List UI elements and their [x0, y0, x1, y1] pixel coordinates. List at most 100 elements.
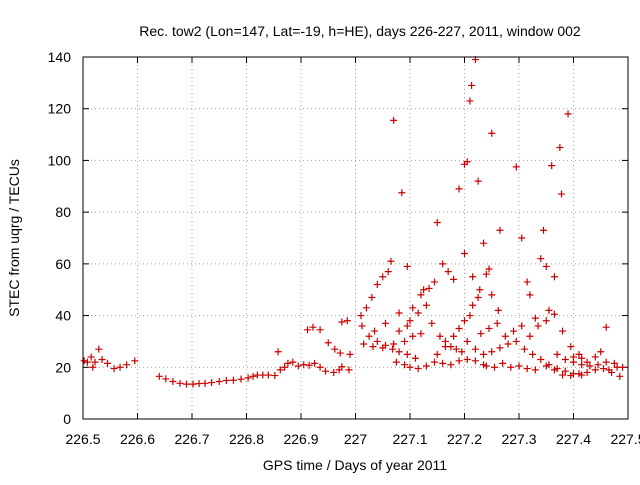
data-point [556, 144, 564, 151]
data-point [368, 293, 376, 301]
data-point [444, 268, 452, 276]
data-point [169, 378, 177, 386]
data-point [343, 317, 351, 325]
data-point [610, 359, 618, 367]
data-point [417, 330, 425, 338]
data-point [316, 363, 324, 371]
data-point [455, 185, 463, 193]
data-point [401, 361, 409, 369]
data-point [110, 365, 118, 373]
data-point [455, 325, 463, 332]
chart-title: Rec. tow2 (Lon=147, Lat=-19, h=HE), days… [139, 23, 581, 39]
data-point [381, 319, 389, 327]
data-point [249, 372, 257, 380]
data-point [616, 372, 624, 380]
data-point [389, 345, 397, 353]
data-point [276, 366, 284, 374]
data-point [496, 226, 504, 234]
y-tick-label: 120 [48, 101, 72, 117]
x-tick-label: 227.5 [610, 431, 640, 447]
data-point [390, 116, 398, 124]
data-point [450, 332, 458, 340]
plot-frame [82, 56, 629, 420]
x-tick-label: 226.5 [65, 431, 100, 447]
data-point [482, 270, 490, 278]
data-point [433, 218, 441, 226]
data-point [362, 304, 370, 312]
data-point [468, 81, 476, 89]
data-point [91, 358, 99, 366]
data-point [264, 371, 272, 379]
data-point [373, 337, 381, 345]
data-point [605, 366, 613, 374]
data-point [422, 301, 430, 309]
data-point [512, 337, 520, 345]
data-point [531, 366, 539, 374]
data-point [346, 350, 354, 358]
data-point [208, 379, 216, 387]
data-point [463, 337, 471, 345]
data-point [358, 322, 366, 330]
data-point [403, 262, 411, 270]
data-point [331, 345, 339, 353]
x-tick-label: 226.6 [120, 431, 155, 447]
data-point [392, 358, 400, 366]
data-point [510, 327, 518, 335]
data-point [477, 330, 485, 338]
data-point [409, 332, 417, 340]
data-point [379, 273, 387, 281]
data-point [591, 353, 599, 361]
data-point [452, 345, 460, 353]
data-point [162, 375, 170, 383]
data-point [305, 361, 313, 369]
data-point [476, 286, 484, 294]
data-point [406, 317, 414, 325]
data-point [613, 363, 621, 371]
data-point [463, 158, 471, 166]
data-point [542, 262, 550, 270]
data-point [531, 314, 539, 322]
data-point [501, 332, 509, 340]
data-point [526, 332, 534, 340]
data-point [507, 363, 515, 371]
data-point [469, 301, 477, 309]
data-point [591, 366, 599, 374]
data-point [229, 376, 237, 384]
data-point [586, 362, 594, 370]
data-point [602, 358, 610, 366]
data-point [237, 375, 245, 383]
data-point [98, 356, 106, 364]
data-point [274, 348, 282, 356]
data-point [322, 367, 330, 375]
data-point [518, 322, 526, 330]
data-point [450, 275, 458, 283]
data-points [80, 56, 627, 388]
y-tick-label: 20 [55, 359, 71, 375]
x-tick-label: 226.8 [229, 431, 264, 447]
data-point [409, 304, 417, 312]
data-point [155, 372, 163, 380]
data-point [87, 353, 95, 361]
data-point [488, 348, 496, 356]
y-tick-label: 100 [48, 152, 72, 168]
data-point [387, 257, 395, 265]
data-point [488, 129, 496, 137]
data-point [567, 343, 575, 351]
x-tick-label: 227.4 [556, 431, 591, 447]
data-point [403, 350, 411, 358]
data-point [431, 278, 439, 286]
data-point [583, 368, 591, 376]
x-tick-label: 227.3 [501, 431, 536, 447]
data-point [433, 350, 441, 358]
data-point [548, 162, 556, 170]
data-point [575, 370, 583, 378]
data-point [499, 359, 507, 367]
y-tick-label: 140 [48, 49, 72, 65]
data-point [425, 284, 433, 292]
data-point [369, 343, 377, 351]
data-point [594, 361, 602, 369]
data-point [330, 368, 338, 376]
data-point [542, 362, 550, 370]
